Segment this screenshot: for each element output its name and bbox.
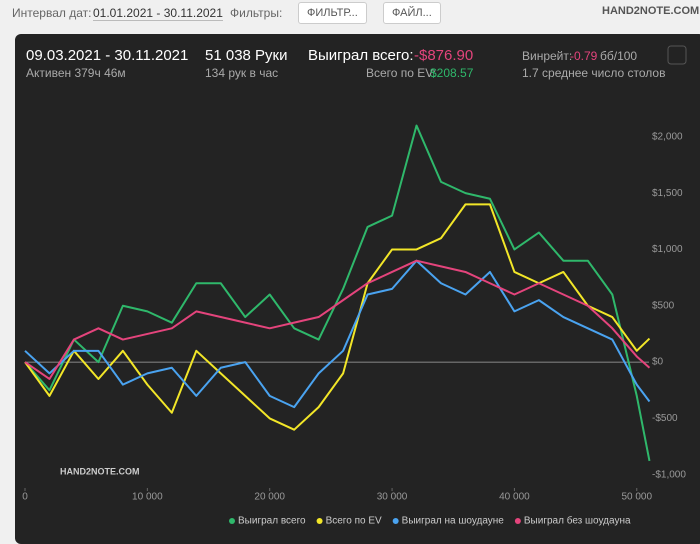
- legend-label: Выиграл без шоудауна: [524, 515, 631, 527]
- x-tick-label: 40 000: [499, 492, 530, 503]
- date-range[interactable]: 01.01.2021 - 30.11.2021: [93, 6, 223, 21]
- legend-label: Всего по EV: [326, 516, 382, 527]
- x-tick-label: 50 000: [621, 492, 652, 503]
- winrate-label: Винрейт:: [522, 49, 573, 63]
- watermark: HAND2NOTE.COM: [60, 466, 140, 476]
- y-tick-label: $1,500: [652, 188, 683, 199]
- x-tick-label: 0: [22, 492, 28, 503]
- ev-label: Всего по EV:: [366, 66, 437, 80]
- y-tick-label: $2,000: [652, 131, 683, 142]
- y-tick-label: $0: [652, 357, 664, 368]
- winrate-value: -0.79: [570, 49, 598, 63]
- series-line: [24, 259, 651, 409]
- tables: 1.7 среднее число столов: [522, 66, 666, 80]
- filter-button[interactable]: ФИЛЬТР...: [298, 2, 367, 24]
- file-button[interactable]: ФАЙЛ...: [383, 2, 441, 24]
- y-tick-label: -$1,000: [652, 469, 686, 480]
- x-tick-label: 30 000: [377, 492, 408, 503]
- toolbar: Интервал дат: 01.01.2021 - 30.11.2021 Фи…: [0, 0, 700, 28]
- ev-value: $208.57: [430, 66, 474, 80]
- settings-button[interactable]: [667, 45, 687, 65]
- y-tick-label: $500: [652, 300, 675, 311]
- filters-label: Фильтры:: [230, 6, 283, 20]
- legend-marker: [514, 518, 521, 524]
- series-line: [24, 124, 651, 462]
- hands: 51 038 Руки: [205, 47, 288, 64]
- winrate-unit: бб/100: [600, 49, 638, 63]
- legend-marker: [316, 518, 323, 524]
- logo: HAND2NOTE.COM: [602, 5, 700, 17]
- legend-label: Выиграл на шоудауне: [402, 516, 505, 527]
- x-tick-label: 10 000: [132, 492, 163, 503]
- hands-per-hour: 134 рук в час: [205, 66, 279, 80]
- series-line: [24, 203, 651, 431]
- won-label: Выиграл всего:: [308, 47, 414, 64]
- won-value: -$876.90: [414, 47, 474, 64]
- legend-marker: [229, 518, 235, 524]
- period: 09.03.2021 - 30.11.2021: [26, 47, 189, 64]
- x-tick-label: 20 000: [254, 492, 285, 503]
- date-label: Интервал дат:: [12, 6, 92, 20]
- legend-label: Выиграл всего: [238, 516, 306, 527]
- y-tick-label: $1,000: [652, 244, 683, 255]
- legend-marker: [392, 518, 399, 524]
- series-line: [24, 259, 651, 380]
- active: Активен 379ч 46м: [26, 66, 126, 80]
- y-tick-label: -$500: [652, 413, 678, 424]
